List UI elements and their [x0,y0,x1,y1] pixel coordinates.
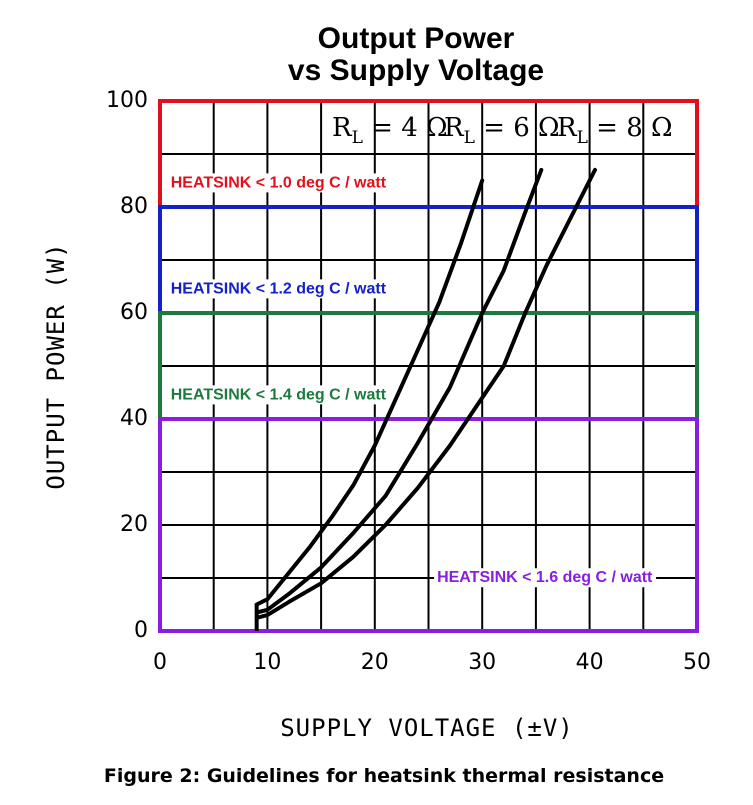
x-axis-label: SUPPLY VOLTAGE (±V) [280,714,574,742]
band-label-1-0-background [167,173,390,193]
x-tick-label: 20 [361,650,389,675]
figure-caption: Figure 2: Guidelines for heatsink therma… [104,765,664,787]
band-label-1-2-background [167,279,390,299]
band-label-1-0: HEATSINK < 1.0 deg C / watt [171,174,387,191]
y-axis-label: OUTPUT POWER (W) [42,242,70,489]
curve-rl-8-ohm [254,167,597,620]
y-tick-label: 60 [120,300,148,325]
curve-rl-4-ohm [254,178,485,607]
chart-title-line-2: vs Supply Voltage [288,54,544,87]
power-curves: HEATSINK < 1.0 deg C / watt HEATSINK < 1.… [167,167,657,631]
load-label-6-ohm: RL = 6 Ω [444,113,560,148]
load-label-8-ohm: RL = 8 Ω [557,113,673,148]
band-label-1-4-background [167,385,390,405]
x-tick-label: 0 [153,650,167,675]
axis-ticks: 0 10 20 30 40 50 0 20 40 60 80 100 [106,88,711,675]
band-label-1-2: HEATSINK < 1.2 deg C / watt [171,280,387,297]
load-label-4-ohm: RL = 4 Ω [332,113,448,148]
band-label-1-6: HEATSINK < 1.6 deg C / watt [437,569,653,586]
y-tick-label: 100 [106,88,148,113]
band-label-1-6-background [434,568,657,588]
x-tick-label: 50 [683,650,711,675]
chart-title-line-1: Output Power [318,22,515,55]
heatsink-band-1-6 [158,417,699,633]
y-tick-label: 80 [120,194,148,219]
x-tick-label: 40 [576,650,604,675]
y-tick-label: 20 [120,512,148,537]
x-tick-label: 10 [253,650,281,675]
curve-rl-6-ohm [254,167,544,615]
y-tick-label: 40 [120,406,148,431]
band-label-1-4: HEATSINK < 1.4 deg C / watt [171,386,387,403]
y-tick-label: 0 [134,618,148,643]
x-tick-label: 30 [468,650,496,675]
heatsink-bands [158,99,699,633]
